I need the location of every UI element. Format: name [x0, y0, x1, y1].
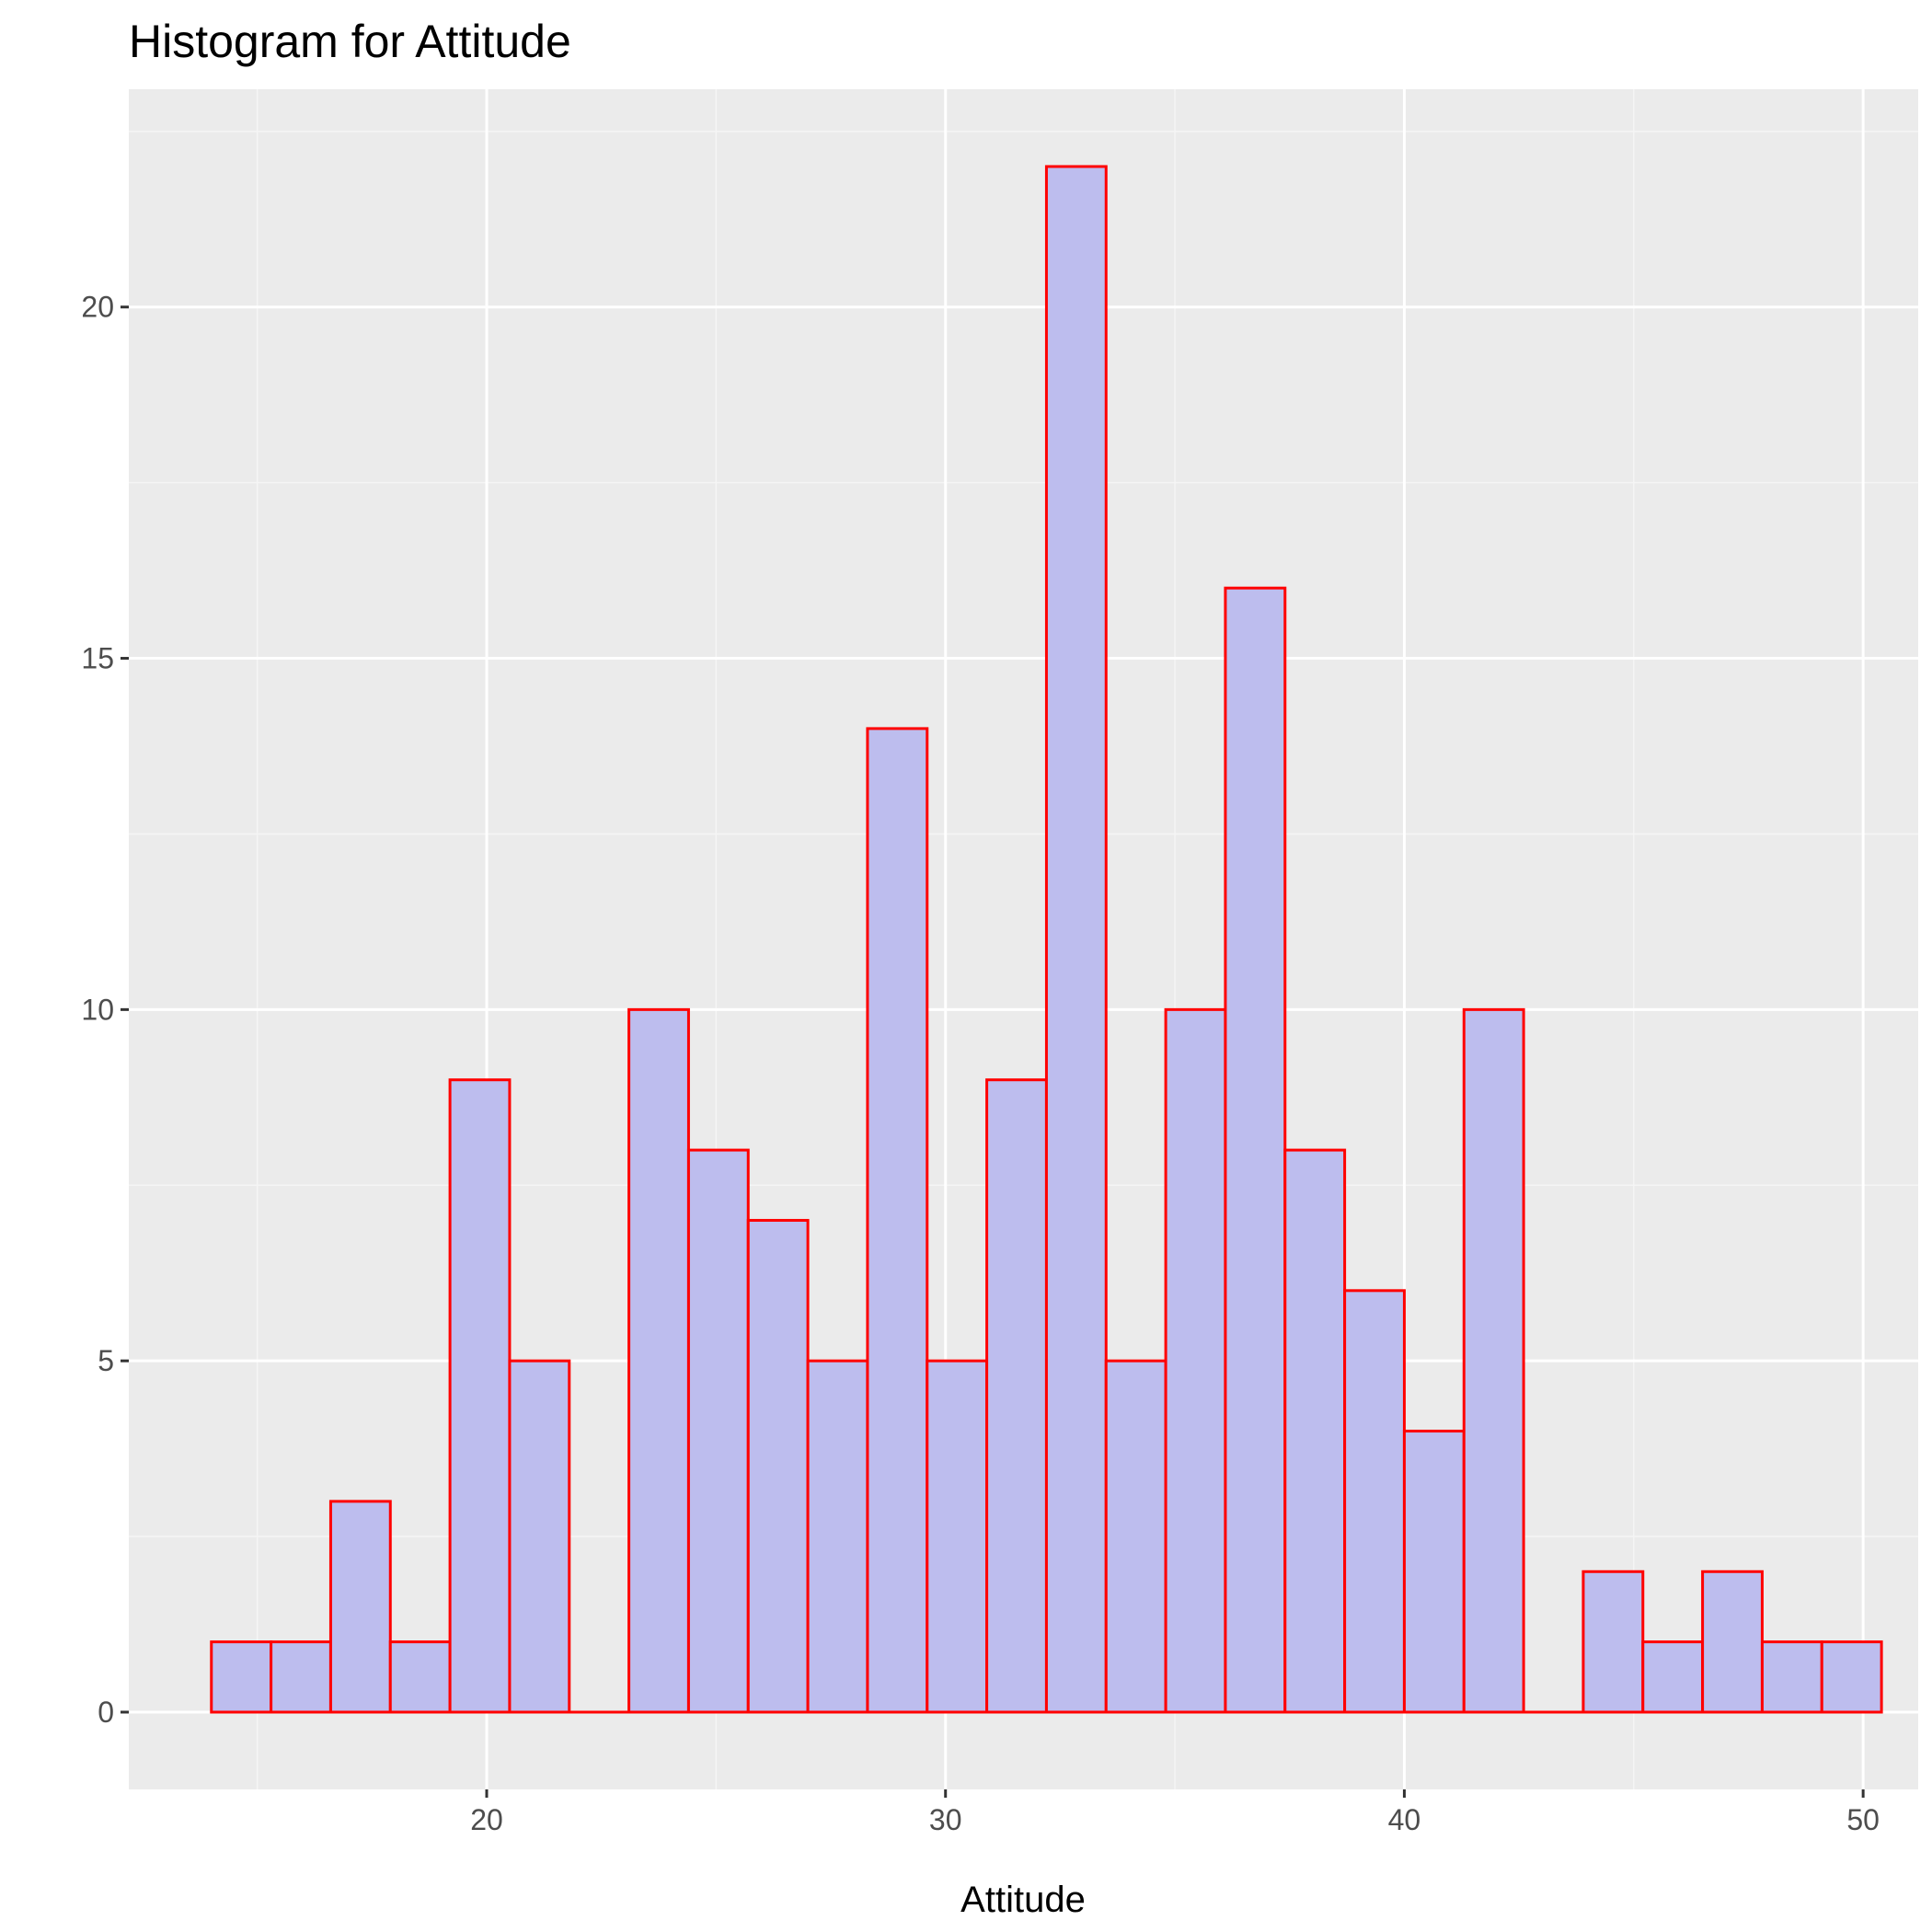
x-axis-title: Attitude [960, 1880, 1086, 1920]
histogram-bar [746, 1218, 810, 1714]
histogram-bar [1402, 1430, 1466, 1714]
x-axis: 20 30 40 50 [470, 1789, 1880, 1836]
histogram-bar [806, 1359, 869, 1714]
histogram-bar [270, 1640, 332, 1714]
histogram-bar [1820, 1640, 1883, 1714]
histogram-bar [1104, 1359, 1167, 1714]
histogram-bar [1462, 1007, 1525, 1714]
x-tick-label: 40 [1388, 1803, 1421, 1836]
histogram-bar [388, 1640, 452, 1714]
histogram-bar [627, 1007, 690, 1714]
chart-title: Histogram for Attitude [129, 16, 571, 67]
histogram-bar [328, 1500, 392, 1714]
histogram-bar [1641, 1640, 1705, 1714]
histogram-bar [1164, 1007, 1227, 1714]
y-tick-label: 5 [98, 1344, 114, 1377]
histogram-bar [1760, 1640, 1823, 1714]
x-tick-label: 50 [1846, 1803, 1880, 1836]
y-tick-label: 10 [81, 993, 114, 1026]
histogram-bar [1581, 1570, 1645, 1714]
histogram-bars [210, 165, 1883, 1714]
y-axis: 0 5 10 15 20 [81, 291, 129, 1729]
histogram-bar [866, 727, 929, 1714]
histogram-bar [1343, 1289, 1406, 1714]
histogram-bar [1283, 1148, 1347, 1714]
y-tick-label: 20 [81, 291, 114, 324]
histogram-bar [686, 1148, 750, 1714]
histogram-bar [985, 1078, 1048, 1714]
x-tick-label: 20 [470, 1803, 503, 1836]
histogram-bar [926, 1359, 989, 1714]
histogram-bar [1224, 586, 1287, 1714]
histogram-bar [1044, 165, 1108, 1714]
histogram-bar [210, 1640, 273, 1714]
y-tick-label: 15 [81, 642, 114, 675]
histogram-bar [508, 1359, 571, 1714]
y-tick-label: 0 [98, 1696, 114, 1729]
x-tick-label: 30 [929, 1803, 962, 1836]
histogram-bar [448, 1078, 512, 1714]
histogram-bar [1701, 1570, 1764, 1714]
